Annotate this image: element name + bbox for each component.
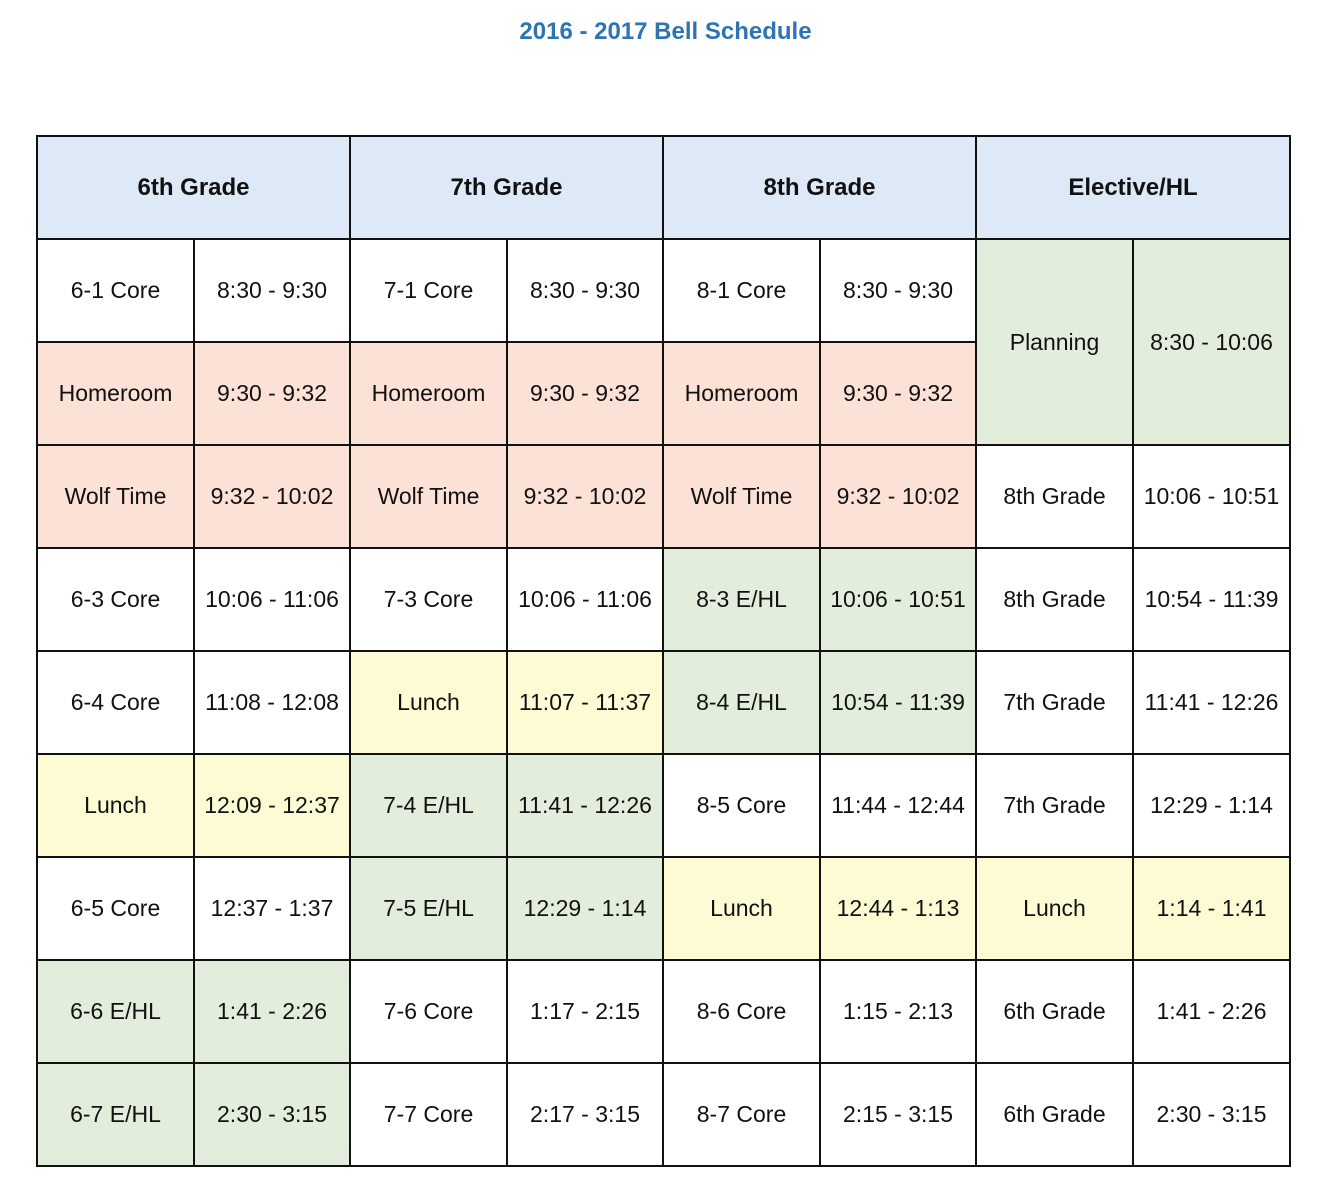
period-cell: 7th Grade <box>975 650 1134 755</box>
period-cell: 8-6 Core <box>662 959 821 1064</box>
time-cell: 11:44 - 12:44 <box>819 753 977 858</box>
period-cell: 8th Grade <box>975 547 1134 652</box>
time-cell: 12:44 - 1:13 <box>819 856 977 961</box>
time-cell: 12:29 - 1:14 <box>1131 753 1292 858</box>
period-cell: 6-5 Core <box>36 856 195 961</box>
time-cell: 2:30 - 3:15 <box>193 1062 351 1167</box>
time-cell: 1:41 - 2:26 <box>1131 959 1292 1064</box>
time-cell: 2:30 - 3:15 <box>1131 1062 1292 1167</box>
period-cell: 8-1 Core <box>662 238 821 343</box>
time-cell: 10:06 - 10:51 <box>1131 444 1292 549</box>
table-row: 6-1 Core 8:30 - 9:30 7-1 Core 8:30 - 9:3… <box>36 238 1292 446</box>
period-cell: Homeroom <box>662 341 821 446</box>
table-row: Lunch 12:09 - 12:37 7-4 E/HL 11:41 - 12:… <box>36 753 1292 858</box>
table-row: 6-5 Core 12:37 - 1:37 7-5 E/HL 12:29 - 1… <box>36 856 1292 961</box>
period-cell: 7-1 Core <box>349 238 508 343</box>
period-cell: 6th Grade <box>975 1062 1134 1167</box>
table-row: 6-6 E/HL 1:41 - 2:26 7-6 Core 1:17 - 2:1… <box>36 959 1292 1064</box>
period-cell: Lunch <box>349 650 508 755</box>
time-cell: 8:30 - 9:30 <box>819 238 977 343</box>
time-cell: 12:09 - 12:37 <box>193 753 351 858</box>
time-cell: 2:17 - 3:15 <box>506 1062 664 1167</box>
period-cell: 6-1 Core <box>36 238 195 343</box>
period-cell: 7-3 Core <box>349 547 508 652</box>
header-6th-grade: 6th Grade <box>36 135 351 240</box>
period-cell: Lunch <box>662 856 821 961</box>
period-cell: Wolf Time <box>349 444 508 549</box>
period-cell: 8-7 Core <box>662 1062 821 1167</box>
time-cell: 9:32 - 10:02 <box>506 444 664 549</box>
time-cell: 8:30 - 9:30 <box>193 238 351 343</box>
bell-schedule-table: 6th Grade 7th Grade 8th Grade Elective/H… <box>36 135 1292 1167</box>
period-cell: 6-4 Core <box>36 650 195 755</box>
period-cell: 7-7 Core <box>349 1062 508 1167</box>
period-cell: Homeroom <box>349 341 508 446</box>
time-cell: 8:30 - 9:30 <box>506 238 664 343</box>
period-cell: Planning <box>975 238 1134 446</box>
period-cell: 6-3 Core <box>36 547 195 652</box>
time-cell: 9:30 - 9:32 <box>506 341 664 446</box>
period-cell: 7-5 E/HL <box>349 856 508 961</box>
time-cell: 10:54 - 11:39 <box>1131 547 1292 652</box>
header-elective-hl: Elective/HL <box>974 135 1292 240</box>
period-cell: 6-7 E/HL <box>36 1062 195 1167</box>
table-row: 6-4 Core 11:08 - 12:08 Lunch 11:07 - 11:… <box>36 650 1292 755</box>
time-cell: 10:06 - 11:06 <box>506 547 664 652</box>
period-cell: Lunch <box>36 753 195 858</box>
period-cell: 7th Grade <box>975 753 1134 858</box>
period-cell: Homeroom <box>36 341 195 446</box>
time-cell: 9:30 - 9:32 <box>819 341 977 446</box>
period-cell: 8th Grade <box>975 444 1134 549</box>
time-cell: 1:14 - 1:41 <box>1131 856 1292 961</box>
time-cell: 12:29 - 1:14 <box>506 856 664 961</box>
period-cell: 7-4 E/HL <box>349 753 508 858</box>
time-cell: 1:41 - 2:26 <box>193 959 351 1064</box>
period-cell: 6-6 E/HL <box>36 959 195 1064</box>
time-cell: 9:32 - 10:02 <box>819 444 977 549</box>
time-cell: 10:06 - 10:51 <box>819 547 977 652</box>
time-cell: 10:06 - 11:06 <box>193 547 351 652</box>
time-cell: 11:41 - 12:26 <box>1131 650 1292 755</box>
period-cell: 6th Grade <box>975 959 1134 1064</box>
period-cell: 8-4 E/HL <box>662 650 821 755</box>
time-cell: 8:30 - 10:06 <box>1131 238 1292 446</box>
period-cell: 7-6 Core <box>349 959 508 1064</box>
table-row: Wolf Time 9:32 - 10:02 Wolf Time 9:32 - … <box>36 444 1292 549</box>
period-cell: Lunch <box>975 856 1134 961</box>
time-cell: 11:08 - 12:08 <box>193 650 351 755</box>
header-8th-grade: 8th Grade <box>662 135 977 240</box>
time-cell: 11:07 - 11:37 <box>506 650 664 755</box>
period-cell: 8-3 E/HL <box>662 547 821 652</box>
period-cell: Wolf Time <box>36 444 195 549</box>
table-row: 6-3 Core 10:06 - 11:06 7-3 Core 10:06 - … <box>36 547 1292 652</box>
time-cell: 12:37 - 1:37 <box>193 856 351 961</box>
time-cell: 10:54 - 11:39 <box>819 650 977 755</box>
header-row: 6th Grade 7th Grade 8th Grade Elective/H… <box>36 135 1292 240</box>
table-row: 6-7 E/HL 2:30 - 3:15 7-7 Core 2:17 - 3:1… <box>36 1062 1292 1167</box>
time-cell: 9:32 - 10:02 <box>193 444 351 549</box>
time-cell: 2:15 - 3:15 <box>819 1062 977 1167</box>
time-cell: 1:17 - 2:15 <box>506 959 664 1064</box>
table-row: Homeroom 9:30 - 9:32 Homeroom 9:30 - 9:3… <box>36 341 1290 446</box>
period-cell: 8-5 Core <box>662 753 821 858</box>
time-cell: 9:30 - 9:32 <box>193 341 351 446</box>
time-cell: 11:41 - 12:26 <box>506 753 664 858</box>
page-title: 2016 - 2017 Bell Schedule <box>519 18 812 45</box>
header-7th-grade: 7th Grade <box>349 135 664 240</box>
period-cell: Wolf Time <box>662 444 821 549</box>
time-cell: 1:15 - 2:13 <box>819 959 977 1064</box>
